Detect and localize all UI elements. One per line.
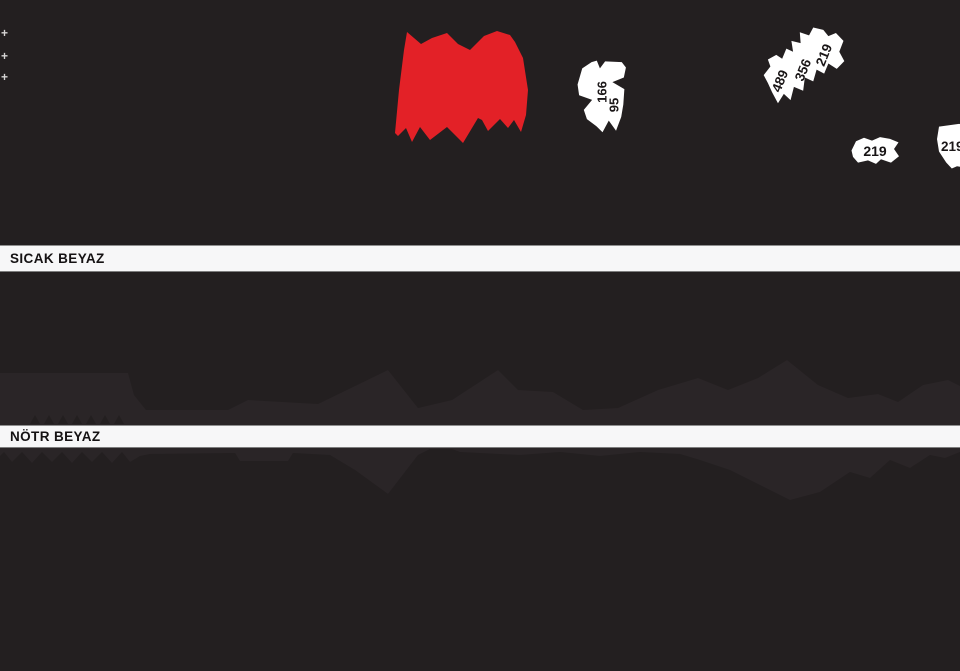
crop-mark-icon: + (1, 70, 9, 84)
brand-logo-shape (395, 31, 528, 143)
section-header-neutral-white: NÖTR BEYAZ (0, 425, 960, 448)
price-tag-single: 219 (851, 137, 899, 164)
price-tag-edge-clipped: 219 (937, 123, 960, 169)
price-tag-value: 219 (863, 142, 887, 159)
section-header-warm-white: SICAK BEYAZ (0, 245, 960, 272)
crop-mark-icon: + (1, 26, 9, 40)
faint-print-silhouette (0, 360, 960, 500)
price-tag-value: 489 (768, 67, 792, 95)
price-tag-value: 219 (812, 41, 836, 69)
price-tag-value: 219 (941, 139, 960, 154)
section-header-label: NÖTR BEYAZ (10, 429, 101, 444)
price-tag-cluster-diagonal: 489 356 219 (763, 27, 845, 104)
crop-mark-icon: + (1, 49, 9, 63)
price-tag-value: 95 (606, 97, 622, 113)
price-tag-cluster-small: 166 95 (577, 60, 626, 133)
section-header-label: SICAK BEYAZ (10, 251, 105, 266)
price-tag-value: 356 (791, 56, 815, 84)
